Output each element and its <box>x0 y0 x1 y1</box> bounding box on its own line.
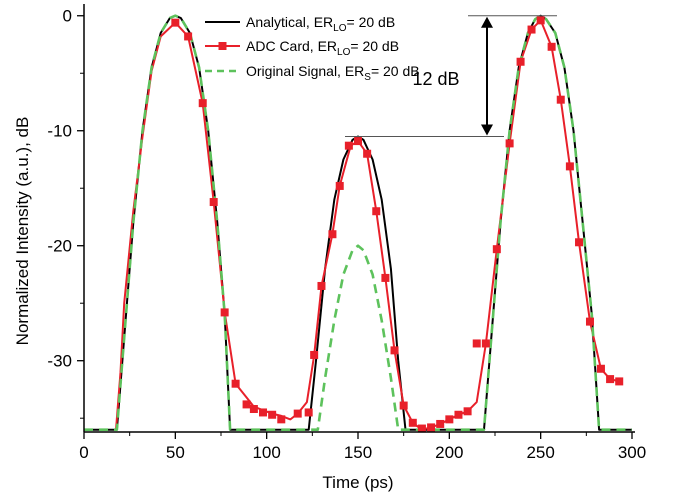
tick-labels: 0 50 100 150 200 250 300 0 -10 -20 -30 <box>47 7 646 462</box>
legend-label-3: Original Signal, ERS= 20 dB <box>246 63 420 83</box>
adc-marker-17 <box>335 181 344 190</box>
adc-marker-29 <box>445 415 454 424</box>
adc-marker-34 <box>492 245 501 254</box>
series-line-3 <box>84 14 632 431</box>
adc-marker-37 <box>527 25 536 34</box>
y-tick-label--20: -20 <box>47 237 72 256</box>
adc-marker-22 <box>381 273 390 282</box>
adc-marker-28 <box>436 419 445 428</box>
arrow-head-up-icon <box>481 16 493 28</box>
legend-label-1: Analytical, ERLO= 20 dB <box>246 14 395 34</box>
plot-area <box>84 14 632 433</box>
adc-marker-26 <box>417 424 426 433</box>
y-tick-label--10: -10 <box>47 122 72 141</box>
adc-marker-33 <box>481 339 490 348</box>
legend-label-2: ADC Card, ERLO= 20 dB <box>246 38 399 58</box>
adc-marker-6 <box>231 379 240 388</box>
adc-marker-15 <box>317 281 326 290</box>
adc-marker-11 <box>277 415 286 424</box>
x-tick-label-100: 100 <box>252 443 280 462</box>
y-tick-label-0: 0 <box>63 7 72 26</box>
adc-marker-14 <box>310 350 319 359</box>
legend: Analytical, ERLO= 20 dB ADC Card, ERLO= 2… <box>205 14 420 83</box>
adc-marker-42 <box>575 238 584 247</box>
axes <box>77 4 635 439</box>
adc-marker-21 <box>372 207 381 216</box>
x-tick-label-50: 50 <box>166 443 185 462</box>
annotation-12db: 12 dB <box>345 15 557 137</box>
adc-marker-38 <box>536 16 545 25</box>
adc-marker-40 <box>556 95 565 104</box>
x-axis-title: Time (ps) <box>322 473 393 492</box>
adc-marker-9 <box>259 408 268 417</box>
x-tick-label-300: 300 <box>618 443 646 462</box>
adc-marker-4 <box>209 198 218 207</box>
x-tick-label-0: 0 <box>79 443 88 462</box>
adc-marker-16 <box>328 230 337 239</box>
adc-marker-35 <box>505 139 514 148</box>
arrow-head-down-icon <box>481 124 493 136</box>
adc-marker-23 <box>390 346 399 355</box>
adc-marker-39 <box>547 42 556 51</box>
adc-marker-20 <box>363 149 372 158</box>
adc-marker-46 <box>615 377 624 386</box>
adc-marker-44 <box>596 364 605 373</box>
adc-marker-5 <box>220 308 229 317</box>
adc-marker-31 <box>463 407 472 416</box>
adc-marker-19 <box>354 137 362 146</box>
adc-marker-7 <box>242 400 251 409</box>
adc-marker-18 <box>344 141 353 150</box>
x-tick-label-150: 150 <box>344 443 372 462</box>
adc-marker-24 <box>399 401 408 410</box>
adc-marker-43 <box>585 317 594 326</box>
adc-marker-8 <box>249 405 258 414</box>
legend-marker-2 <box>218 42 227 50</box>
adc-marker-3 <box>198 99 207 108</box>
adc-marker-10 <box>268 410 277 419</box>
adc-marker-41 <box>565 162 574 171</box>
y-axis-title: Normalized Intensity (a.u.), dB <box>13 117 32 346</box>
adc-marker-32 <box>472 339 481 348</box>
adc-marker-36 <box>516 57 525 66</box>
x-tick-label-200: 200 <box>435 443 463 462</box>
adc-marker-2 <box>184 32 193 41</box>
y-tick-label--30: -30 <box>47 352 72 371</box>
adc-marker-45 <box>606 375 615 384</box>
annotation-text: 12 dB <box>412 69 459 89</box>
adc-marker-30 <box>454 410 463 419</box>
adc-marker-12 <box>293 409 302 418</box>
adc-marker-13 <box>304 408 313 417</box>
adc-marker-25 <box>408 418 417 427</box>
adc-marker-1 <box>171 18 180 27</box>
adc-marker-27 <box>427 423 436 432</box>
x-tick-label-250: 250 <box>526 443 554 462</box>
